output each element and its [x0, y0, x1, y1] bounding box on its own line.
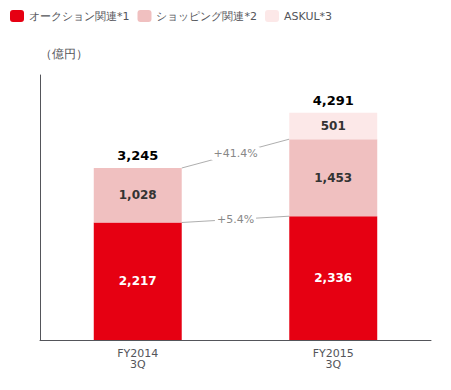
- svg-text:ショッピング関連*2: ショッピング関連*2: [156, 10, 257, 23]
- svg-text:3Q: 3Q: [325, 358, 341, 371]
- svg-text:3Q: 3Q: [130, 358, 146, 371]
- svg-text:+5.4%: +5.4%: [217, 213, 254, 226]
- svg-text:2,217: 2,217: [119, 274, 157, 288]
- svg-text:2,336: 2,336: [314, 271, 352, 285]
- svg-text:FY2015: FY2015: [312, 347, 354, 360]
- svg-text:ASKUL*3: ASKUL*3: [284, 10, 332, 23]
- svg-text:FY2014: FY2014: [117, 347, 159, 360]
- svg-text:501: 501: [321, 119, 346, 133]
- svg-text:オークション関連*1: オークション関連*1: [29, 10, 130, 23]
- svg-text:4,291: 4,291: [313, 93, 354, 108]
- svg-text:3,245: 3,245: [117, 148, 158, 163]
- svg-text:（億円）: （億円）: [40, 47, 88, 61]
- svg-text:+41.4%: +41.4%: [213, 147, 257, 160]
- svg-text:1,028: 1,028: [119, 188, 157, 202]
- svg-text:1,453: 1,453: [314, 171, 352, 185]
